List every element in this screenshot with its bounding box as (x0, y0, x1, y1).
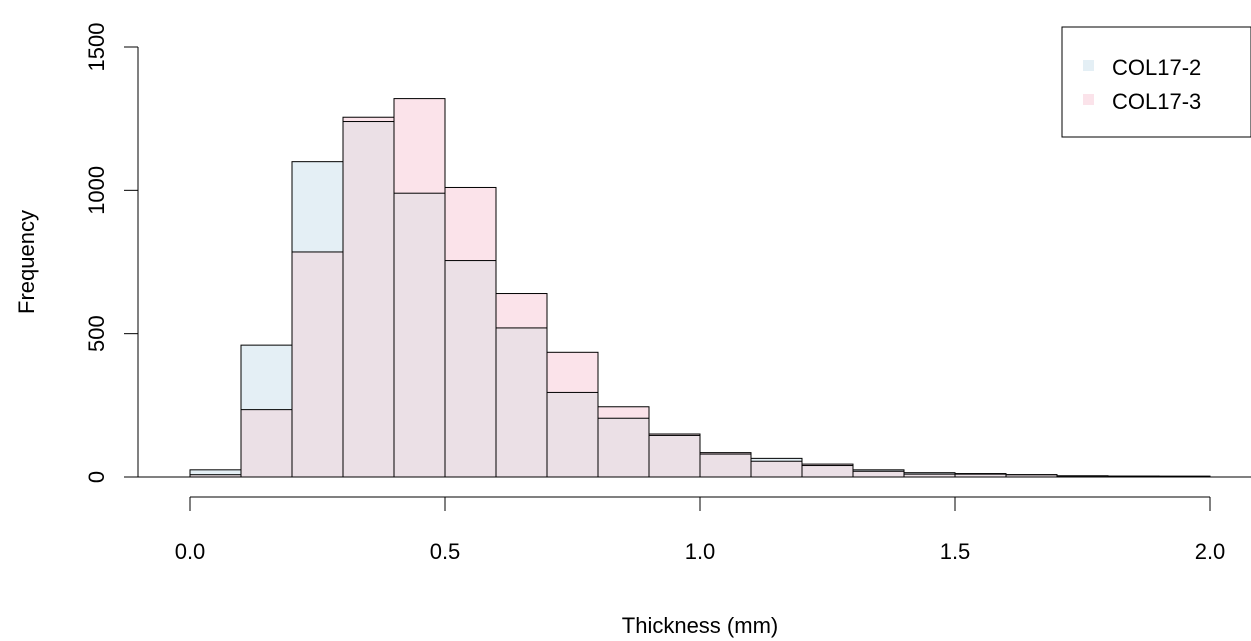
bar-overlap (547, 392, 598, 477)
bar-outlines (189, 98, 1211, 478)
x-tick-label: 1.0 (685, 539, 716, 564)
bar-overlap (853, 471, 904, 477)
x-axis-label: Thickness (mm) (622, 613, 778, 638)
x-tick-label: 1.5 (940, 539, 971, 564)
bar-overlap (598, 418, 649, 477)
bar-col17-2 (190, 469, 241, 477)
bar-overlap (445, 260, 496, 477)
y-tick-label: 1500 (84, 23, 109, 72)
bar-overlap (904, 474, 955, 477)
bar-overlap (292, 251, 343, 477)
legend-label-col17-2: COL17-2 (1112, 55, 1201, 80)
x-tick-label: 0.5 (430, 539, 461, 564)
bar-overlap (241, 409, 292, 477)
legend-swatch-col17-2 (1083, 60, 1094, 71)
bar-overlap (802, 465, 853, 477)
bar-overlap (343, 121, 394, 478)
y-tick-label: 1000 (84, 166, 109, 215)
legend-swatch-col17-3 (1083, 94, 1094, 105)
bar-overlap (1057, 475, 1108, 477)
bar-overlap (649, 435, 700, 477)
x-tick-label: 2.0 (1195, 539, 1226, 564)
y-axis: 0 500 1000 1500 (84, 23, 139, 483)
bar-overlap (955, 474, 1006, 477)
legend-label-col17-3: COL17-3 (1112, 89, 1201, 114)
legend: COL17-2 COL17-3 (1061, 26, 1251, 138)
y-axis-label: Frequency (14, 210, 39, 314)
overlap-bars (190, 121, 1210, 478)
bar-overlap (496, 327, 547, 477)
bar-overlap (190, 474, 241, 477)
x-tick-label: 0.0 (175, 539, 206, 564)
y-tick-label: 0 (84, 471, 109, 483)
bar-overlap (394, 193, 445, 477)
bar-overlap (1006, 474, 1057, 477)
x-axis: 0.0 0.5 1.0 1.5 2.0 (175, 496, 1226, 564)
y-tick-label: 500 (84, 315, 109, 352)
bar-overlap (700, 454, 751, 477)
bar-overlap (751, 461, 802, 477)
legend-box (1061, 26, 1251, 138)
